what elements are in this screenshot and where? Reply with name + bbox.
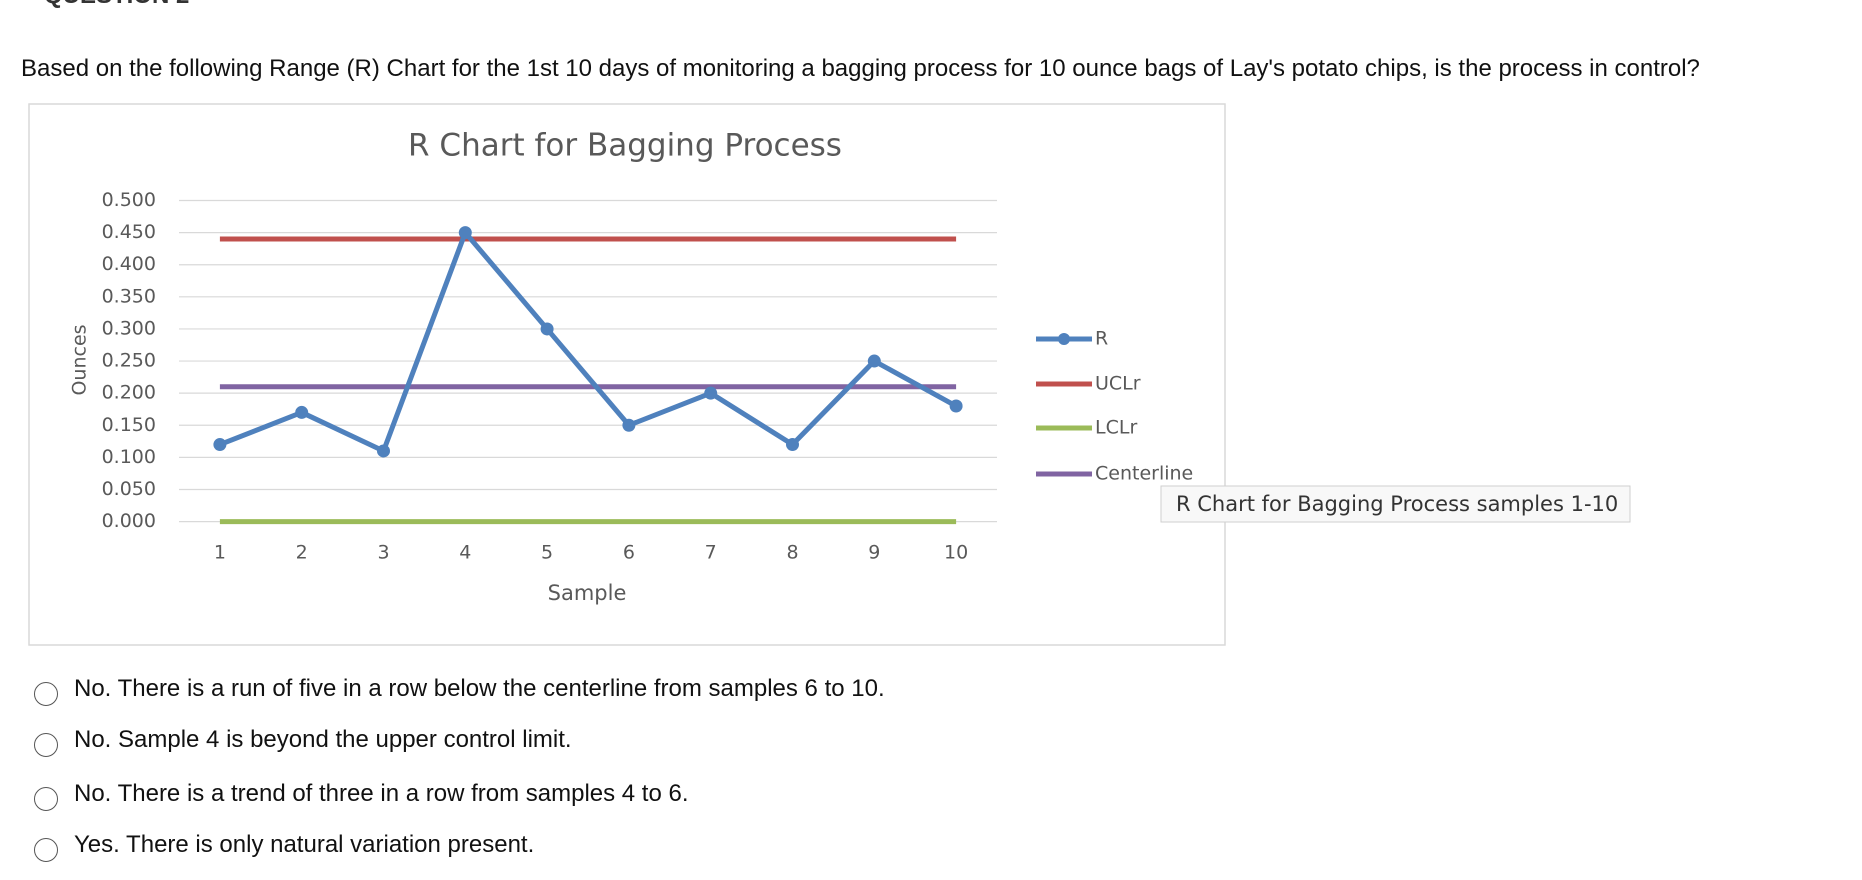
data-point: [867, 354, 881, 368]
data-point: [704, 386, 718, 400]
series-line: [218, 230, 958, 454]
chart-title: R Chart for Bagging Process: [408, 128, 842, 164]
answer-option[interactable]: No. There is a trend of three in a row f…: [34, 777, 689, 811]
y-tick-label: 0.050: [102, 478, 156, 500]
x-tick-label: 5: [541, 542, 553, 564]
y-tick-label: 0.350: [102, 285, 156, 307]
x-tick-label: 2: [296, 542, 308, 564]
data-point: [377, 444, 390, 458]
option-text: Yes. There is only natural variation pre…: [74, 831, 535, 858]
data-point: [786, 438, 799, 452]
legend-label: LCLr: [1095, 417, 1137, 439]
option-text: No. There is a run of five in a row belo…: [74, 675, 885, 702]
radio-button[interactable]: [34, 787, 58, 811]
x-tick-label: 1: [214, 542, 226, 564]
answer-option[interactable]: Yes. There is only natural variation pre…: [34, 828, 534, 862]
legend-label: UCLr: [1095, 373, 1141, 395]
y-tick-label: 0.200: [102, 382, 156, 404]
answer-option[interactable]: No. There is a run of five in a row belo…: [34, 672, 885, 706]
y-tick-label: 0.000: [102, 510, 156, 532]
legend-marker: [1058, 333, 1070, 345]
y-tick-label: 0.150: [102, 414, 156, 436]
x-tick-label: 8: [786, 542, 798, 564]
x-tick-label: 9: [868, 542, 880, 564]
y-tick-label: 0.100: [102, 446, 156, 468]
radio-button[interactable]: [34, 838, 58, 862]
tooltip-text: R Chart for Bagging Process samples 1-10: [1176, 492, 1618, 516]
chart-frame: [28, 103, 1226, 646]
x-tick-label: 4: [459, 542, 471, 564]
tooltip-box: [1160, 485, 1631, 523]
y-tick-label: 0.450: [102, 221, 156, 243]
x-tick-label: 10: [944, 542, 968, 564]
legend-label: Centerline: [1095, 463, 1193, 485]
data-point: [458, 226, 472, 240]
y-tick-label: 0.250: [102, 350, 156, 372]
radio-button[interactable]: [34, 682, 58, 706]
tooltip: R Chart for Bagging Process samples 1-10: [1160, 485, 1631, 523]
option-text: No. There is a trend of three in a row f…: [74, 780, 689, 807]
answer-option[interactable]: No. Sample 4 is beyond the upper control…: [34, 723, 572, 757]
data-point: [949, 399, 963, 413]
y-tick-label: 0.300: [102, 317, 156, 339]
legend-label: R: [1095, 328, 1108, 350]
radio-button[interactable]: [34, 733, 58, 757]
x-tick-label: 6: [623, 542, 635, 564]
x-axis-title: Sample: [548, 581, 627, 605]
data-point: [622, 418, 636, 432]
data-point: [295, 405, 309, 419]
y-axis-title: Ounces: [69, 324, 91, 395]
x-tick-label: 3: [377, 542, 389, 564]
data-point: [540, 322, 554, 336]
data-point: [213, 438, 227, 452]
x-tick-label: 7: [705, 542, 717, 564]
y-tick-label: 0.500: [102, 189, 156, 211]
option-text: No. Sample 4 is beyond the upper control…: [74, 726, 572, 753]
question-text: Based on the following Range (R) Chart f…: [21, 55, 1700, 82]
y-tick-label: 0.400: [102, 253, 156, 275]
heading: QUESTION 2: [44, 0, 189, 10]
